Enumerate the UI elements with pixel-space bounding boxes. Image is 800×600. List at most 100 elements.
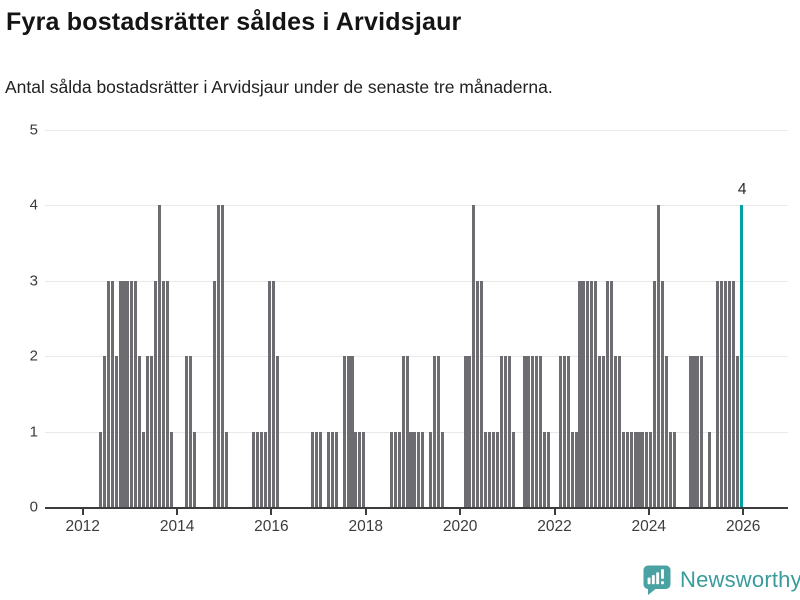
x-tick-label: 2026 [725, 518, 761, 535]
bar [397, 431, 401, 507]
bar [220, 205, 224, 507]
bar [668, 431, 672, 507]
bar [539, 356, 543, 507]
bar [146, 356, 150, 507]
bar [547, 431, 551, 507]
bar [169, 431, 173, 507]
bar [405, 356, 409, 507]
bar [393, 431, 397, 507]
bar [531, 356, 535, 507]
gridline-y4 [45, 205, 788, 207]
bar [586, 280, 590, 507]
bar [476, 280, 480, 507]
bar [578, 280, 582, 507]
bar [342, 356, 346, 507]
bar [637, 431, 641, 507]
bar [433, 356, 437, 507]
x-tick-label: 2012 [65, 518, 100, 535]
x-tick [647, 509, 650, 515]
bar [271, 280, 275, 507]
bar [224, 431, 228, 507]
bar [617, 356, 621, 507]
x-tick-label: 2020 [442, 518, 478, 535]
bar [157, 205, 161, 507]
x-axis-line [45, 507, 788, 509]
bar [645, 431, 649, 507]
y-tick-label: 5 [29, 121, 38, 139]
bar [134, 280, 138, 507]
bar [436, 356, 441, 507]
bar [350, 356, 354, 507]
x-tick [742, 509, 745, 515]
bar [491, 431, 496, 507]
bar [114, 356, 118, 507]
bar [672, 431, 676, 507]
bar [413, 431, 417, 507]
bar [142, 431, 146, 507]
bar [535, 356, 539, 507]
x-tick [364, 509, 367, 515]
bar [708, 431, 712, 507]
bar [354, 431, 358, 507]
bar [562, 356, 566, 507]
x-tick [176, 509, 179, 515]
bar [311, 431, 315, 507]
bar [598, 356, 602, 507]
bar [110, 280, 114, 507]
bar [263, 431, 268, 507]
bar [189, 356, 193, 507]
bar [602, 356, 606, 507]
bar [621, 431, 625, 507]
bar [185, 356, 189, 507]
y-tick-label: 2 [29, 347, 38, 365]
bar [193, 431, 197, 507]
bar [315, 431, 319, 507]
bar [523, 356, 527, 507]
x-tick-label: 2014 [159, 518, 195, 535]
x-tick-label: 2016 [254, 518, 289, 535]
bar [613, 356, 617, 507]
bar [499, 356, 503, 507]
y-tick-label: 0 [29, 498, 38, 516]
bar [401, 356, 405, 507]
newsworthy-logo: Newsworthy [641, 563, 800, 597]
bar [484, 431, 488, 507]
bar [149, 356, 154, 507]
bar [735, 356, 739, 507]
bar [594, 280, 598, 507]
bar [495, 431, 499, 507]
bar [161, 280, 165, 507]
bar [267, 280, 271, 507]
gridline-y2 [45, 356, 788, 358]
bar [358, 431, 362, 507]
bar [275, 356, 279, 507]
bar [464, 356, 468, 507]
bar [252, 431, 256, 507]
bar [657, 205, 661, 507]
bar [723, 280, 727, 507]
bar [326, 431, 330, 507]
x-tick [270, 509, 273, 515]
newsworthy-speech-bubble-chart-icon [643, 565, 671, 595]
gridline-y5 [45, 130, 788, 131]
gridline-y1 [45, 431, 788, 433]
bar [605, 280, 610, 507]
bar [692, 356, 696, 507]
page-subtitle: Antal sålda bostadsrätter i Arvidsjaur u… [5, 77, 553, 97]
bar [527, 356, 531, 507]
bar [503, 356, 507, 507]
bar [558, 356, 562, 507]
bar [334, 431, 338, 507]
highlight-bar [739, 205, 743, 507]
bar [700, 356, 704, 507]
bar [98, 431, 102, 507]
bar [507, 356, 511, 507]
bar [417, 431, 421, 507]
x-tick-label: 2018 [348, 518, 384, 535]
bar [727, 280, 731, 507]
bar [566, 356, 570, 507]
bar [330, 431, 334, 507]
bar [409, 431, 413, 507]
gridline-y3 [45, 280, 788, 282]
